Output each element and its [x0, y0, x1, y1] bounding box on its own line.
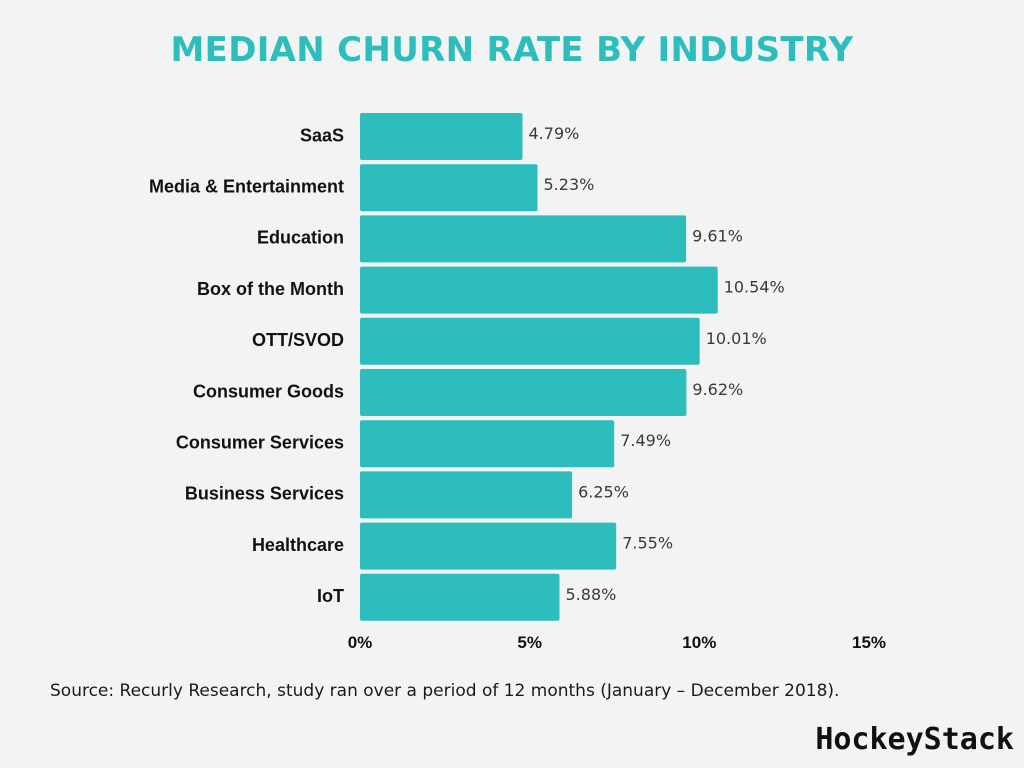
value-label: 9.61%: [692, 226, 743, 245]
bar-6: [360, 420, 615, 468]
bar-7: [360, 471, 573, 519]
value-label: 5.23%: [544, 175, 595, 194]
bar-2: [360, 215, 687, 263]
value-label: 10.01%: [706, 329, 767, 348]
category-label: Healthcare: [252, 535, 344, 555]
bar-3: [360, 266, 718, 314]
category-label: IoT: [317, 586, 344, 606]
x-tick-label: 10%: [682, 633, 716, 652]
category-label: Business Services: [185, 484, 344, 504]
chart-title: MEDIAN CHURN RATE BY INDUSTRY: [170, 30, 854, 70]
x-tick-label: 5%: [517, 633, 542, 652]
value-label: 7.49%: [620, 431, 671, 450]
value-label: 5.88%: [566, 585, 617, 604]
x-tick-label: 0%: [348, 633, 373, 652]
value-label: 6.25%: [578, 482, 629, 501]
brand-logo: HockeyStack: [815, 722, 1014, 757]
bar-5: [360, 369, 687, 416]
bar-0: [360, 113, 523, 160]
category-label: Education: [257, 228, 344, 248]
x-tick-label: 15%: [852, 633, 886, 652]
value-label: 4.79%: [529, 124, 580, 143]
bar-9: [360, 573, 560, 621]
bar-1: [360, 164, 538, 212]
category-label: OTT/SVOD: [252, 330, 344, 350]
category-label: Box of the Month: [197, 279, 344, 299]
bar-8: [360, 522, 617, 570]
category-label: SaaS: [300, 125, 344, 145]
value-label: 10.54%: [724, 278, 785, 297]
value-label: 9.62%: [692, 380, 743, 399]
bar-4: [360, 317, 700, 365]
category-label: Consumer Services: [176, 432, 344, 452]
churn-bar-chart: SaaS 4.79% Media & Entertainment 5.23% Educa…: [149, 113, 886, 652]
category-label: Media & Entertainment: [149, 176, 344, 196]
value-label: 7.55%: [622, 534, 673, 553]
source-note: Source: Recurly Research, study ran over…: [50, 681, 840, 701]
category-label: Consumer Goods: [193, 381, 344, 401]
